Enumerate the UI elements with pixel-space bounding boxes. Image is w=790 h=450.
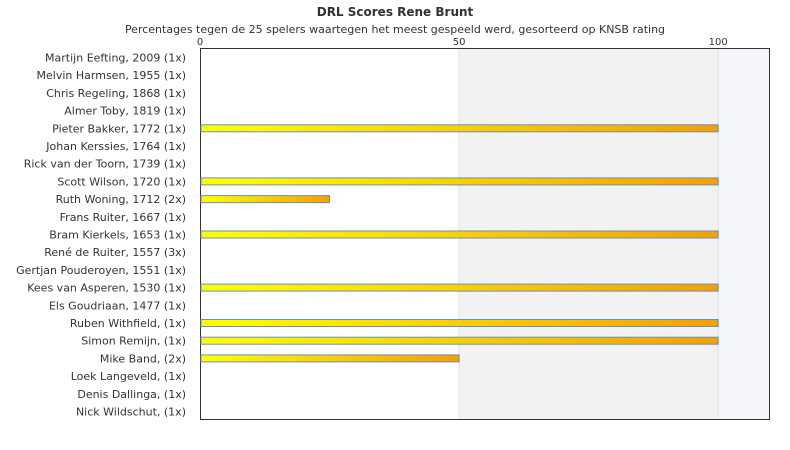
category-label: Frans Ruiter, 1667 (1x): [60, 211, 186, 224]
category-label: Rick van der Toorn, 1739 (1x): [24, 158, 186, 171]
category-label: Mike Band, (2x): [100, 352, 186, 365]
category-label: Denis Dallinga, (1x): [77, 388, 186, 401]
x-tick-label: 100: [709, 37, 728, 48]
category-label: Melvin Harmsen, 1955 (1x): [37, 69, 186, 82]
bar: [200, 354, 460, 363]
bar: [200, 319, 719, 327]
plot-area: 0 50 100 Martijn Eefting, 2009 (1x) Melvin H…: [16, 37, 770, 420]
background-band: [718, 48, 770, 420]
category-label: Gertjan Pouderoyen, 1551 (1x): [16, 264, 186, 277]
category-label: Scott Wilson, 1720 (1x): [57, 175, 186, 188]
category-label: Simon Remijn, (1x): [81, 335, 186, 348]
x-tick-label: 0: [197, 37, 203, 48]
chart-title: DRL Scores Rene Brunt: [317, 5, 474, 19]
category-label: Chris Regeling, 1868 (1x): [46, 87, 186, 100]
category-label: Bram Kierkels, 1653 (1x): [49, 229, 186, 242]
category-label: René de Ruiter, 1557 (3x): [44, 246, 186, 259]
category-label: Pieter Bakker, 1772 (1x): [52, 122, 186, 135]
chart-subtitle: Percentages tegen de 25 spelers waartege…: [125, 23, 665, 36]
category-label: Nick Wildschut, (1x): [76, 406, 186, 419]
category-label: Ruth Woning, 1712 (2x): [56, 193, 186, 206]
category-label: Kees van Asperen, 1530 (1x): [27, 282, 186, 295]
x-tick-label: 50: [453, 37, 466, 48]
category-label: Ruben Withfield, (1x): [70, 317, 186, 330]
category-label: Els Goudriaan, 1477 (1x): [49, 299, 186, 312]
bar: [200, 230, 719, 239]
bar: [200, 283, 719, 292]
category-label: Johan Kerssies, 1764 (1x): [45, 140, 186, 153]
category-label: Almer Toby, 1819 (1x): [64, 105, 186, 118]
category-label: Martijn Eefting, 2009 (1x): [45, 52, 186, 65]
bar: [200, 124, 719, 133]
bar: [200, 195, 331, 204]
bar: [200, 177, 719, 186]
bar: [200, 336, 719, 345]
category-label: Loek Langeveld, (1x): [71, 370, 186, 383]
